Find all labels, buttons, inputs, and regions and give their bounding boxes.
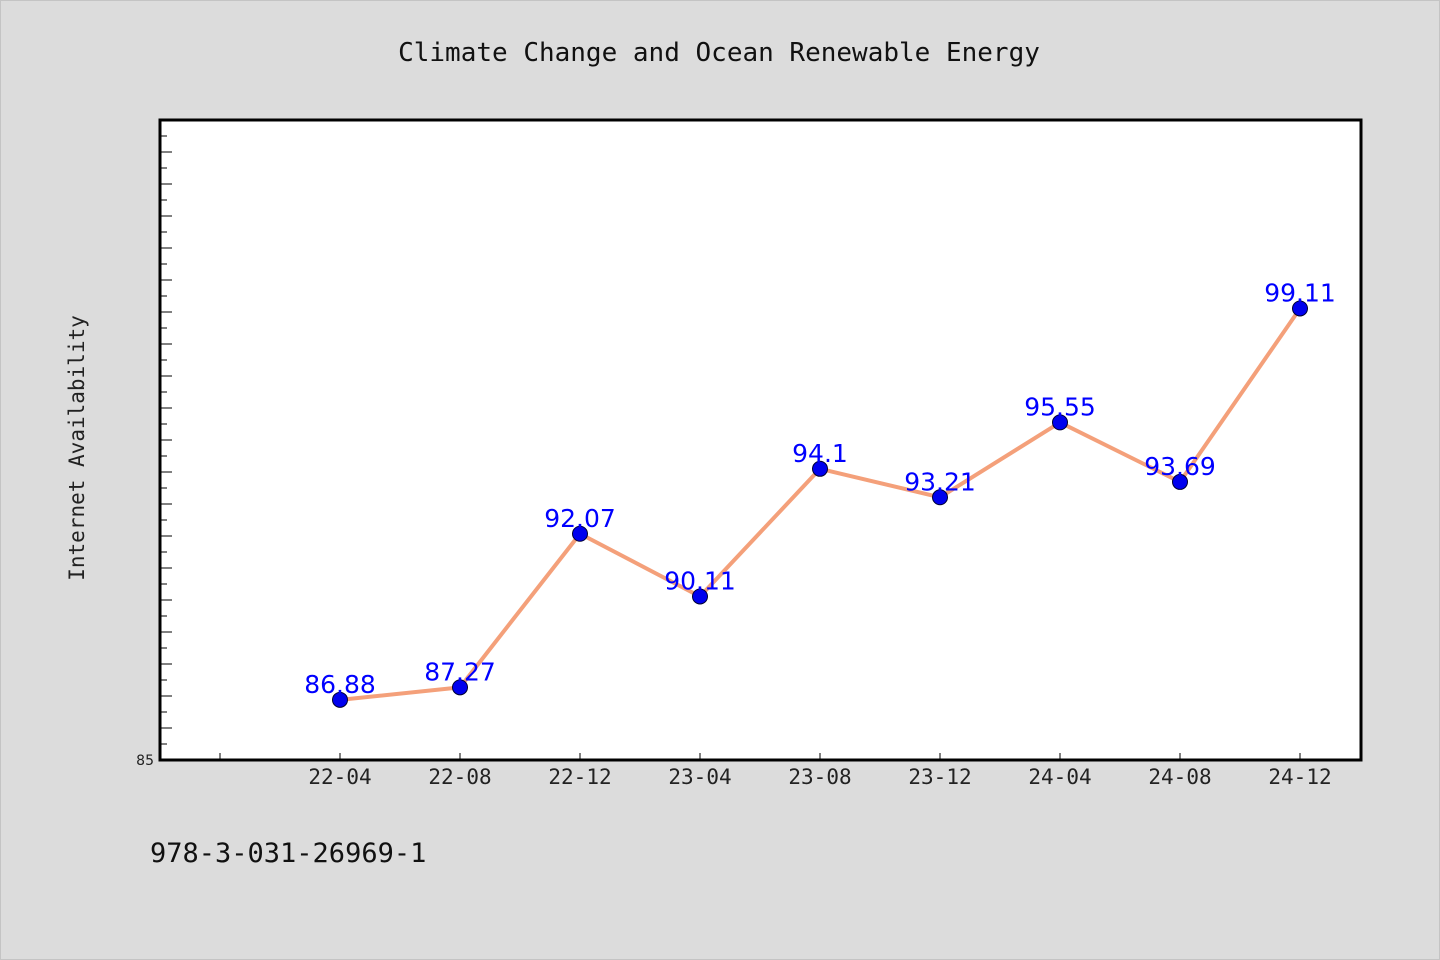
- data-point: [692, 588, 708, 605]
- data-label: 93.69: [1144, 452, 1216, 481]
- x-tick-label: 22-08: [428, 765, 491, 789]
- data-label: 90.11: [664, 566, 736, 595]
- y-tick-label: 85: [136, 753, 154, 769]
- data-point: [812, 460, 828, 477]
- data-label: 92.07: [544, 504, 616, 533]
- data-label: 87.27: [424, 657, 496, 686]
- data-point: [1292, 300, 1308, 317]
- data-label: 94.1: [792, 439, 848, 468]
- x-tick-label: 24-04: [1028, 765, 1091, 789]
- data-point: [332, 691, 348, 708]
- data-label: 99.11: [1264, 278, 1336, 307]
- y-axis-ticks: 85: [136, 135, 172, 769]
- data-point: [572, 525, 588, 542]
- x-tick-label: 23-12: [908, 765, 971, 789]
- plot-area: [158, 118, 1363, 762]
- x-tick-label: 22-12: [548, 765, 611, 789]
- data-point: [1052, 414, 1068, 431]
- y-axis-label: Internet Availability: [65, 315, 89, 581]
- data-label: 93.21: [904, 467, 976, 496]
- x-tick-label: 22-04: [308, 765, 371, 789]
- series-markers: [332, 300, 1308, 708]
- data-point: [1172, 473, 1188, 490]
- chart-title: Climate Change and Ocean Renewable Energ…: [398, 38, 1040, 68]
- isbn-footer: 978-3-031-26969-1: [150, 838, 426, 869]
- x-tick-label: 24-12: [1268, 765, 1331, 789]
- data-point: [452, 679, 468, 696]
- x-tick-label: 23-08: [788, 765, 851, 789]
- x-tick-label: 24-08: [1148, 765, 1211, 789]
- data-point: [932, 489, 948, 506]
- x-axis-ticks: 22-04 22-08 22-12 23-04 23-08 23-12 24-04 24-08…: [219, 753, 1332, 789]
- data-label: 86.88: [304, 670, 376, 699]
- x-tick-label: 23-04: [668, 765, 731, 789]
- data-label: 95.55: [1024, 392, 1096, 421]
- data-labels: 86.88 87.27 92.07 90.11 94.1 93.21 95.55 93.69 9…: [304, 278, 1336, 698]
